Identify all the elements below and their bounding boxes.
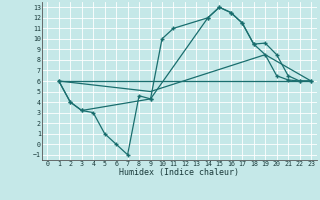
X-axis label: Humidex (Indice chaleur): Humidex (Indice chaleur) (119, 168, 239, 177)
